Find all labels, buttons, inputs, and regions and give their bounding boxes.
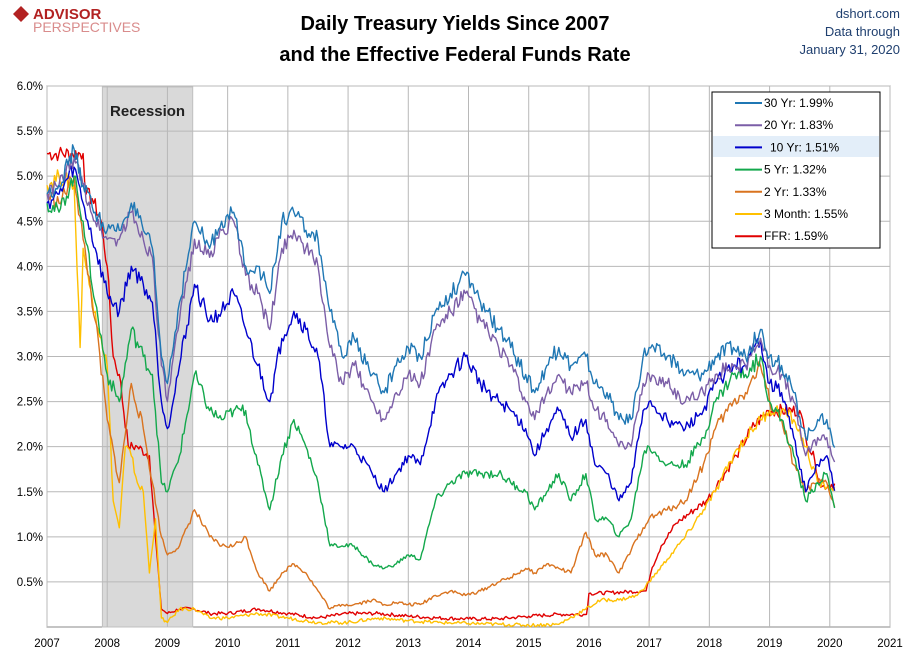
legend: 30 Yr: 1.99% 20 Yr: 1.83% 10 Yr: 1.51% 5 Yr…	[712, 92, 880, 248]
x-tick-label: 2021	[877, 638, 903, 650]
x-tick-label: 2007	[34, 638, 60, 650]
x-tick-label: 2020	[817, 638, 843, 650]
source-date: January 31, 2020	[800, 42, 900, 57]
y-tick-label: 3.5%	[17, 306, 43, 318]
x-tick-label: 2015	[516, 638, 542, 650]
x-tick-label: 2009	[155, 638, 181, 650]
x-tick-label: 2013	[395, 638, 421, 650]
y-tick-label: 6.0%	[17, 81, 43, 93]
y-tick-label: 5.5%	[17, 126, 43, 138]
legend-label: 5 Yr: 1.32%	[764, 163, 827, 177]
x-tick-label: 2017	[636, 638, 662, 650]
legend-label: 3 Month: 1.55%	[764, 207, 848, 221]
x-axis: 2007 2008 2009 2010 2011 2012 2013 2014 2015 2016…	[34, 638, 903, 650]
x-tick-label: 2018	[697, 638, 723, 650]
x-tick-label: 2019	[757, 638, 783, 650]
logo-sub-text: PERSPECTIVES	[33, 19, 140, 35]
legend-label: 20 Yr: 1.83%	[764, 118, 833, 132]
legend-label: 10 Yr: 1.51%	[770, 140, 839, 154]
y-tick-label: 0.5%	[17, 577, 43, 589]
y-axis: 0.5% 1.0% 1.5% 2.0% 2.5% 3.0% 3.5% 4.0% 4.5% 5.0%…	[17, 81, 43, 589]
legend-label: 30 Yr: 1.99%	[764, 96, 833, 110]
y-tick-label: 1.5%	[17, 487, 43, 499]
y-tick-label: 2.0%	[17, 442, 43, 454]
y-tick-label: 5.0%	[17, 171, 43, 183]
y-tick-label: 1.0%	[17, 532, 43, 544]
legend-label: FFR: 1.59%	[764, 229, 828, 243]
logo: ADVISOR PERSPECTIVES	[13, 6, 140, 35]
source-site: dshort.com	[836, 6, 900, 21]
legend-label: 2 Yr: 1.33%	[764, 185, 827, 199]
x-tick-label: 2010	[215, 638, 241, 650]
x-tick-label: 2014	[456, 638, 482, 650]
y-tick-label: 3.0%	[17, 352, 43, 364]
recession-label: Recession	[110, 103, 185, 120]
y-tick-label: 4.5%	[17, 216, 43, 228]
y-tick-label: 4.0%	[17, 261, 43, 273]
x-tick-label: 2011	[275, 638, 300, 650]
y-tick-label: 2.5%	[17, 397, 43, 409]
chart-title-line2: and the Effective Federal Funds Rate	[279, 44, 630, 66]
source-line2: Data through	[825, 24, 900, 39]
logo-diamond-icon	[13, 6, 29, 22]
x-tick-label: 2012	[335, 638, 361, 650]
x-tick-label: 2008	[94, 638, 120, 650]
chart-title-line1: Daily Treasury Yields Since 2007	[300, 13, 609, 35]
x-tick-label: 2016	[576, 638, 602, 650]
